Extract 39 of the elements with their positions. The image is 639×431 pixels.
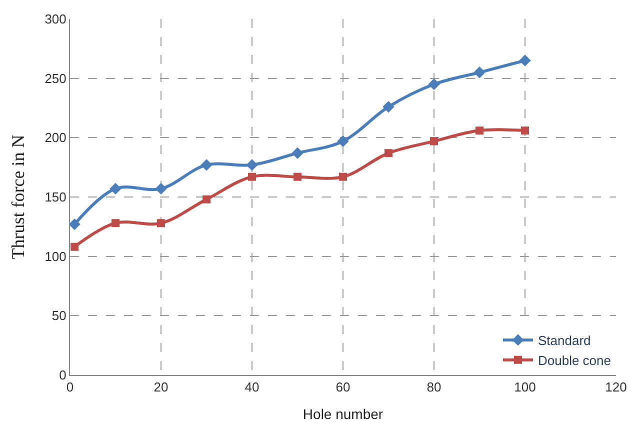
legend-label: Double cone (538, 352, 611, 368)
point (246, 159, 258, 171)
point (292, 147, 304, 159)
y-tick-label: 150 (44, 190, 66, 205)
legend-label: Standard (538, 333, 591, 348)
y-tick-label: 100 (44, 248, 66, 264)
point (110, 182, 122, 195)
point (112, 219, 120, 228)
x-tick-label: 80 (426, 380, 442, 395)
point (202, 195, 210, 204)
point (519, 54, 531, 66)
point (339, 172, 347, 181)
x-tick-label: 20 (154, 380, 168, 395)
y-axis-title: Thrust force in N (8, 134, 28, 260)
y-tick-label: 0 (59, 368, 66, 383)
point (294, 172, 302, 181)
point (337, 135, 349, 148)
y-tick-label: 200 (44, 130, 66, 146)
point (157, 219, 165, 228)
point (521, 126, 529, 135)
point (70, 242, 79, 251)
y-tick-label: 300 (44, 12, 66, 27)
x-axis-title: Hole number (302, 406, 384, 422)
point (474, 66, 486, 78)
point (200, 159, 212, 171)
x-tick-label: 100 (514, 380, 536, 395)
y-tick-label: 250 (44, 70, 66, 86)
x-tick-label: 60 (336, 380, 350, 395)
point (70, 218, 80, 230)
point (476, 126, 484, 135)
y-tick-label: 50 (52, 308, 66, 324)
point (155, 182, 167, 195)
point (382, 100, 394, 113)
x-tick-label: 40 (244, 380, 260, 395)
point (384, 149, 392, 158)
x-tick-label: 120 (605, 380, 627, 395)
point (428, 78, 440, 90)
point (430, 137, 438, 146)
point (248, 172, 256, 181)
